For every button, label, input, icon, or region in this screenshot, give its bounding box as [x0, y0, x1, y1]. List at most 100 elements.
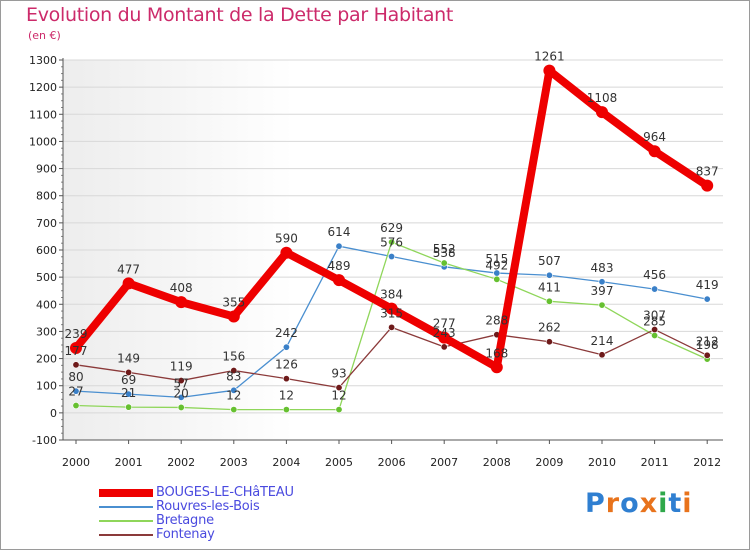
data-label-bouges-le-ch-teau: 1108	[587, 91, 618, 105]
data-label-bouges-le-ch-teau: 239	[65, 327, 88, 341]
data-point-bouges-le-ch-teau	[280, 246, 293, 259]
x-tick-label: 2011	[641, 456, 669, 469]
data-point-fontenay	[598, 351, 606, 359]
data-label-bretagne: 285	[643, 315, 666, 329]
data-point-rouvres-les-bois	[125, 390, 133, 398]
data-point-bouges-le-ch-teau	[701, 179, 714, 192]
y-tick-label: 1300	[29, 54, 57, 67]
data-point-rouvres-les-bois	[282, 343, 290, 351]
x-tick-label: 2004	[272, 456, 300, 469]
y-tick-label: 1000	[29, 135, 57, 148]
data-label-rouvres-les-bois: 83	[226, 369, 241, 383]
legend-swatch	[99, 520, 153, 522]
data-label-rouvres-les-bois: 507	[538, 254, 561, 268]
data-point-fontenay	[440, 343, 448, 351]
data-point-bouges-le-ch-teau	[175, 296, 188, 309]
x-tick-label: 2000	[62, 456, 90, 469]
y-tick-label: 0	[50, 407, 57, 420]
x-tick-label: 2010	[588, 456, 616, 469]
x-tick-label: 2005	[325, 456, 353, 469]
chart-title: Evolution du Montant de la Dette par Hab…	[26, 4, 454, 26]
data-label-fontenay: 119	[170, 360, 193, 374]
data-point-bouges-le-ch-teau	[648, 145, 661, 158]
data-label-bouges-le-ch-teau: 168	[485, 346, 508, 360]
data-label-bouges-le-ch-teau: 277	[433, 317, 456, 331]
y-tick-label: 200	[36, 353, 57, 366]
logo-letter: o	[620, 488, 640, 519]
data-label-fontenay: 243	[433, 326, 456, 340]
data-point-rouvres-les-bois	[230, 386, 238, 394]
data-label-rouvres-les-bois: 80	[68, 370, 83, 384]
data-label-fontenay: 126	[275, 358, 298, 372]
data-label-bretagne: 552	[433, 242, 456, 256]
data-label-fontenay: 214	[591, 334, 614, 348]
logo-letter: x	[639, 488, 659, 519]
data-point-fontenay	[72, 361, 80, 369]
data-point-fontenay	[703, 351, 711, 359]
data-point-bouges-le-ch-teau	[490, 361, 503, 374]
data-label-bouges-le-ch-teau: 964	[643, 130, 666, 144]
data-point-bouges-le-ch-teau	[227, 310, 240, 323]
data-label-bouges-le-ch-teau: 355	[222, 296, 245, 310]
data-point-bretagne	[598, 301, 606, 309]
data-point-bouges-le-ch-teau	[122, 277, 135, 290]
y-tick-label: 600	[36, 244, 57, 257]
data-label-rouvres-les-bois: 456	[643, 268, 666, 282]
chart-subtitle: (en €)	[28, 29, 61, 42]
data-label-fontenay: 93	[331, 367, 346, 381]
data-point-bretagne	[335, 406, 343, 414]
data-point-bretagne	[125, 403, 133, 411]
data-point-bretagne	[72, 402, 80, 410]
y-tick-label: 700	[36, 217, 57, 230]
data-label-fontenay: 315	[380, 306, 403, 320]
logo-letter: P	[585, 488, 606, 519]
data-point-fontenay	[125, 368, 133, 376]
y-tick-label: 1200	[29, 81, 57, 94]
data-point-bretagne	[230, 406, 238, 414]
data-point-rouvres-les-bois	[72, 387, 80, 395]
data-point-rouvres-les-bois	[598, 278, 606, 286]
data-label-bouges-le-ch-teau: 477	[117, 262, 140, 276]
x-tick-label: 2009	[535, 456, 563, 469]
data-point-fontenay	[545, 338, 553, 346]
data-label-bretagne: 12	[331, 389, 346, 403]
data-label-bretagne: 397	[591, 284, 614, 298]
logo-letter: i	[682, 488, 693, 519]
legend-swatch	[99, 489, 153, 497]
data-label-bretagne: 198	[696, 338, 719, 352]
legend-label: Fontenay	[156, 527, 215, 542]
data-label-bretagne: 12	[279, 389, 294, 403]
data-point-rouvres-les-bois	[545, 271, 553, 279]
data-label-rouvres-les-bois: 242	[275, 326, 298, 340]
data-label-bretagne: 20	[174, 386, 189, 400]
data-point-bouges-le-ch-teau	[70, 341, 82, 354]
data-label-rouvres-les-bois: 57	[174, 376, 189, 390]
x-tick-label: 2007	[430, 456, 458, 469]
data-point-rouvres-les-bois	[177, 393, 185, 401]
data-label-rouvres-les-bois: 614	[328, 225, 351, 239]
data-point-bretagne	[177, 403, 185, 411]
data-label-fontenay: 212	[696, 334, 719, 348]
data-point-fontenay	[651, 326, 659, 334]
data-label-bretagne: 27	[68, 385, 83, 399]
legend-label: Bretagne	[156, 513, 214, 528]
data-label-fontenay: 262	[538, 321, 561, 335]
data-point-fontenay	[282, 375, 290, 383]
data-label-bouges-le-ch-teau: 1261	[534, 50, 565, 64]
y-tick-label: 800	[36, 190, 57, 203]
y-tick-label: 400	[36, 298, 57, 311]
data-point-fontenay	[335, 384, 343, 392]
x-tick-label: 2008	[483, 456, 511, 469]
data-label-bretagne: 21	[121, 386, 136, 400]
x-tick-label: 2001	[115, 456, 143, 469]
data-label-bretagne: 492	[485, 258, 508, 272]
data-point-rouvres-les-bois	[388, 253, 396, 261]
data-label-bouges-le-ch-teau: 489	[328, 259, 351, 273]
data-point-bouges-le-ch-teau	[385, 302, 398, 315]
data-label-fontenay: 288	[485, 314, 508, 328]
data-label-fontenay: 149	[117, 351, 140, 365]
proxiti-logo: Proxiti	[585, 488, 693, 519]
data-label-bretagne: 411	[538, 280, 561, 294]
